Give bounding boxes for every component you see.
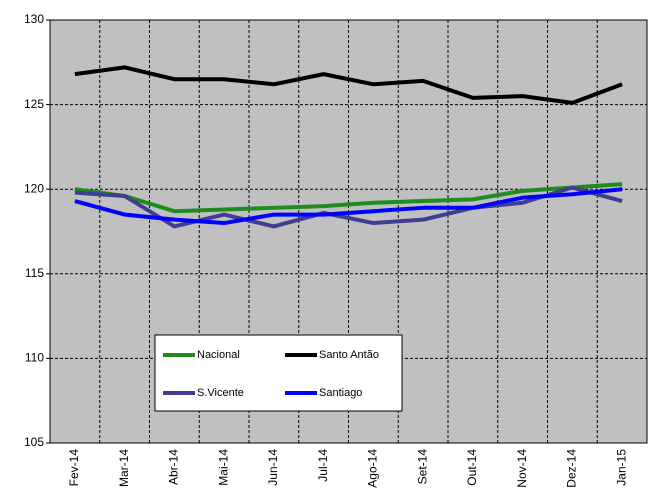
x-tick-label: Jan-15 — [614, 449, 628, 486]
y-tick-label: 110 — [25, 351, 44, 365]
y-tick-label: 105 — [24, 435, 44, 449]
series-line — [74, 65, 623, 105]
x-tick-label: Mar-14 — [117, 449, 131, 487]
x-tick-label: Fev-14 — [67, 449, 81, 487]
x-tick-label: Jul-14 — [316, 449, 330, 482]
y-tick-label: 115 — [25, 266, 44, 280]
x-tick-label: Jun-14 — [266, 449, 280, 486]
x-tick-label: Out-14 — [465, 449, 479, 486]
x-tick-label: Ago-14 — [366, 449, 380, 488]
y-tick-label: 120 — [24, 181, 44, 195]
x-tick-label: Set-14 — [415, 449, 429, 485]
series-line — [74, 185, 623, 229]
x-tick-label: Abr-14 — [167, 449, 181, 485]
legend-box — [154, 334, 403, 412]
legend: Nacional Santo Antão S.Vicente Santiago — [154, 334, 403, 412]
x-tick-label: Dez-14 — [565, 449, 579, 488]
y-tick-label: 130 — [24, 12, 44, 26]
series-line — [74, 182, 623, 214]
legend-label: Santiago — [319, 387, 362, 399]
x-tick-label: Mai-14 — [216, 449, 230, 486]
legend-label: S.Vicente — [197, 387, 244, 399]
legend-label: Nacional — [197, 349, 240, 361]
x-tick-label: Nov-14 — [515, 449, 529, 488]
legend-label: Santo Antão — [319, 349, 379, 361]
y-tick-label: 125 — [24, 97, 44, 111]
series-line — [74, 187, 623, 226]
